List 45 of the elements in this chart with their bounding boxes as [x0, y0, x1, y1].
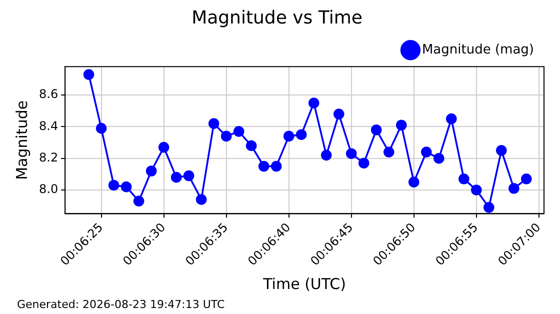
point [483, 202, 494, 213]
point [408, 176, 420, 188]
point [370, 124, 382, 136]
y-tick-label: 8.2 [38, 150, 58, 164]
point [83, 69, 94, 80]
point [208, 118, 220, 129]
y-tick-label: 8.6 [38, 87, 58, 102]
point [258, 160, 270, 172]
point [308, 98, 320, 108]
point [196, 194, 207, 205]
point [358, 158, 370, 168]
point [520, 174, 532, 184]
point [233, 126, 244, 137]
point [170, 172, 182, 183]
point [270, 160, 282, 172]
text: Generated: 2026-08-23 19:47:13 UTC [17, 298, 225, 311]
point [433, 152, 444, 164]
point [133, 196, 144, 206]
y-tick-label: 8.0 [38, 182, 58, 196]
point [496, 145, 507, 156]
point [108, 180, 120, 191]
x-axis-title: Time (UTC) [262, 274, 346, 293]
point [420, 146, 432, 158]
point [158, 142, 170, 153]
point [96, 122, 107, 134]
point [470, 184, 482, 196]
y-tick-label: 8.4 [38, 118, 58, 133]
point [220, 130, 232, 142]
point [283, 130, 294, 142]
point [383, 146, 394, 158]
point [346, 148, 357, 159]
point [320, 150, 332, 161]
legend-label: Magnitude (mag) [422, 42, 534, 58]
point [458, 174, 470, 184]
point [508, 183, 520, 194]
point [333, 108, 344, 120]
point [446, 113, 457, 124]
point [296, 129, 307, 140]
point [183, 170, 194, 182]
point [146, 166, 157, 176]
point [396, 120, 407, 131]
y-axis-title: Magnitude [12, 100, 31, 180]
point [120, 181, 132, 192]
point [246, 140, 257, 152]
chart-title: Magnitude vs Time [192, 7, 362, 28]
